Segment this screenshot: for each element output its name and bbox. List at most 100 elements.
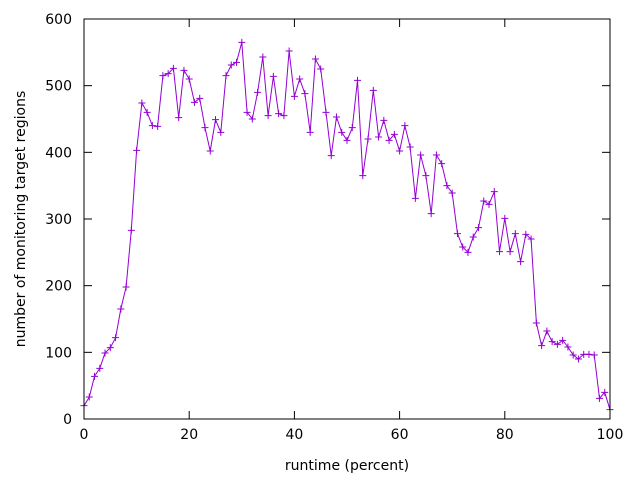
data-point <box>590 351 598 359</box>
data-point <box>196 94 204 102</box>
data-point <box>595 394 603 402</box>
data-point <box>343 136 351 144</box>
data-point <box>338 128 346 136</box>
data-point <box>448 189 456 197</box>
data-point <box>490 188 498 196</box>
data-point <box>553 340 561 348</box>
data-point <box>501 214 509 222</box>
data-point <box>406 143 414 151</box>
x-tick-label: 80 <box>496 427 514 443</box>
y-tick-label: 100 <box>45 345 72 361</box>
data-point <box>432 151 440 159</box>
data-point <box>369 86 377 94</box>
data-point <box>301 90 309 98</box>
data-point <box>143 108 151 116</box>
data-point <box>459 243 467 251</box>
data-point <box>127 226 135 234</box>
data-points <box>80 38 614 414</box>
data-point <box>548 338 556 346</box>
series-line <box>83 42 611 410</box>
data-point <box>322 108 330 116</box>
data-point <box>464 248 472 256</box>
data-point <box>422 172 430 180</box>
data-point <box>469 233 477 241</box>
data-point <box>527 235 535 243</box>
y-tick-label: 300 <box>45 212 72 228</box>
data-point <box>122 283 130 291</box>
data-point <box>390 130 398 138</box>
data-point <box>117 305 125 313</box>
data-point <box>264 112 272 120</box>
data-point <box>585 350 593 358</box>
data-point <box>106 344 114 352</box>
data-point <box>269 72 277 80</box>
data-point <box>169 64 177 72</box>
data-point <box>522 230 530 238</box>
data-point <box>327 152 335 160</box>
data-point <box>569 351 577 359</box>
data-point <box>233 58 241 66</box>
data-point <box>222 72 230 80</box>
data-point <box>380 116 388 124</box>
data-point <box>259 53 267 61</box>
data-point <box>201 124 209 132</box>
y-tick-label: 400 <box>45 145 72 161</box>
data-point <box>212 116 219 124</box>
data-point <box>427 210 435 218</box>
y-tick-label: 200 <box>45 279 72 295</box>
data-point <box>190 98 198 106</box>
plot-frame <box>83 18 611 420</box>
data-point <box>285 47 293 55</box>
data-point <box>91 372 99 380</box>
data-point <box>164 70 172 78</box>
data-point <box>538 342 546 350</box>
data-point <box>354 76 362 84</box>
x-tick-label: 100 <box>597 427 624 443</box>
y-tick-label: 500 <box>45 79 72 95</box>
data-point <box>185 75 193 83</box>
data-point <box>496 248 504 256</box>
data-point <box>485 200 493 208</box>
data-point <box>275 110 283 118</box>
data-point <box>243 108 251 116</box>
y-tick-label: 0 <box>63 412 72 428</box>
data-point <box>217 128 225 136</box>
data-point <box>475 224 482 232</box>
data-point <box>306 128 314 136</box>
data-point <box>317 65 325 73</box>
data-point <box>517 258 525 266</box>
data-point <box>348 124 356 132</box>
data-point <box>543 327 551 335</box>
data-point <box>238 38 246 46</box>
data-point <box>443 182 451 190</box>
data-point <box>332 113 340 121</box>
data-point <box>96 364 104 372</box>
data-point <box>154 122 162 130</box>
tick-labels: 0 20 40 60 80 100 0 100 200 300 400 500 600 <box>45 12 623 443</box>
data-point <box>159 72 167 80</box>
data-point <box>133 146 141 154</box>
data-point <box>180 66 188 74</box>
data-point <box>112 334 120 342</box>
x-tick-label: 60 <box>391 427 409 443</box>
data-point <box>148 122 156 130</box>
data-point <box>559 336 567 344</box>
y-axis-label: number of monitoring target regions <box>13 91 29 348</box>
data-point <box>375 133 383 141</box>
data-point <box>290 92 298 100</box>
data-point <box>532 319 540 327</box>
data-point <box>175 114 183 122</box>
data-point <box>601 388 609 396</box>
data-point <box>453 230 461 238</box>
data-point <box>506 248 514 256</box>
data-point <box>480 197 488 205</box>
data-point <box>385 136 393 144</box>
data-point <box>248 115 256 123</box>
data-point <box>417 151 425 159</box>
data-point <box>311 55 319 63</box>
x-tick-label: 0 <box>80 427 89 443</box>
data-point <box>280 112 288 120</box>
data-point <box>254 88 262 96</box>
data-point <box>411 194 419 202</box>
